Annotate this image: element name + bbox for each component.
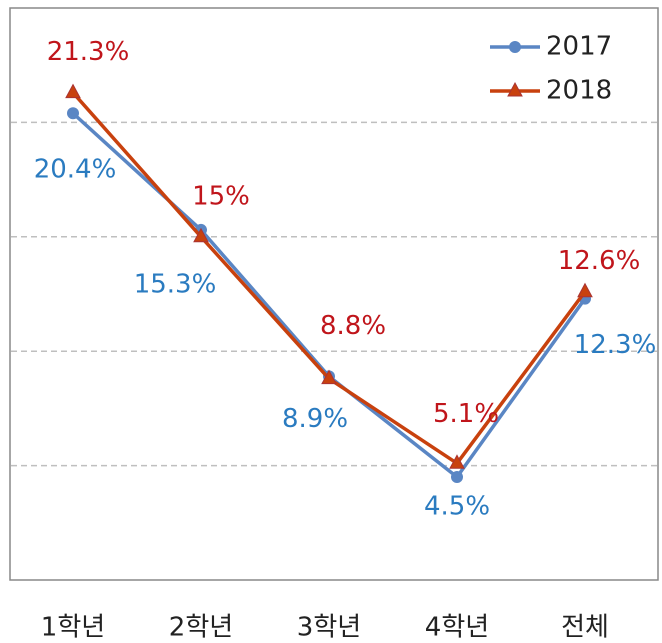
data-point: [65, 83, 81, 99]
legend-label: 2017: [546, 32, 612, 62]
x-tick-label: 4학년: [425, 613, 489, 643]
x-tick-label: 3학년: [297, 613, 361, 643]
x-tick-label: 2학년: [169, 613, 233, 643]
data-label: 20.4%: [34, 155, 117, 185]
data-label: 8.9%: [282, 404, 348, 434]
data-label: 12.6%: [558, 246, 641, 276]
data-point: [451, 471, 463, 484]
x-tick-label: 전체: [561, 613, 609, 643]
data-label: 21.3%: [47, 37, 130, 67]
x-tick-label: 1학년: [41, 613, 105, 643]
legend-marker: [509, 41, 521, 53]
data-point: [67, 107, 79, 120]
data-point: [449, 454, 465, 469]
legend-marker: [507, 81, 523, 97]
plot-area: [9, 7, 659, 581]
data-label: 12.3%: [574, 330, 657, 360]
data-point: [577, 282, 593, 298]
data-label: 15%: [192, 181, 250, 211]
data-point: [193, 227, 209, 243]
data-label: 4.5%: [424, 492, 490, 522]
data-label: 15.3%: [134, 269, 217, 299]
data-label: 5.1%: [433, 399, 499, 429]
data-point: [321, 369, 337, 385]
legend-label: 2018: [546, 76, 612, 106]
data-label: 8.8%: [320, 311, 386, 341]
